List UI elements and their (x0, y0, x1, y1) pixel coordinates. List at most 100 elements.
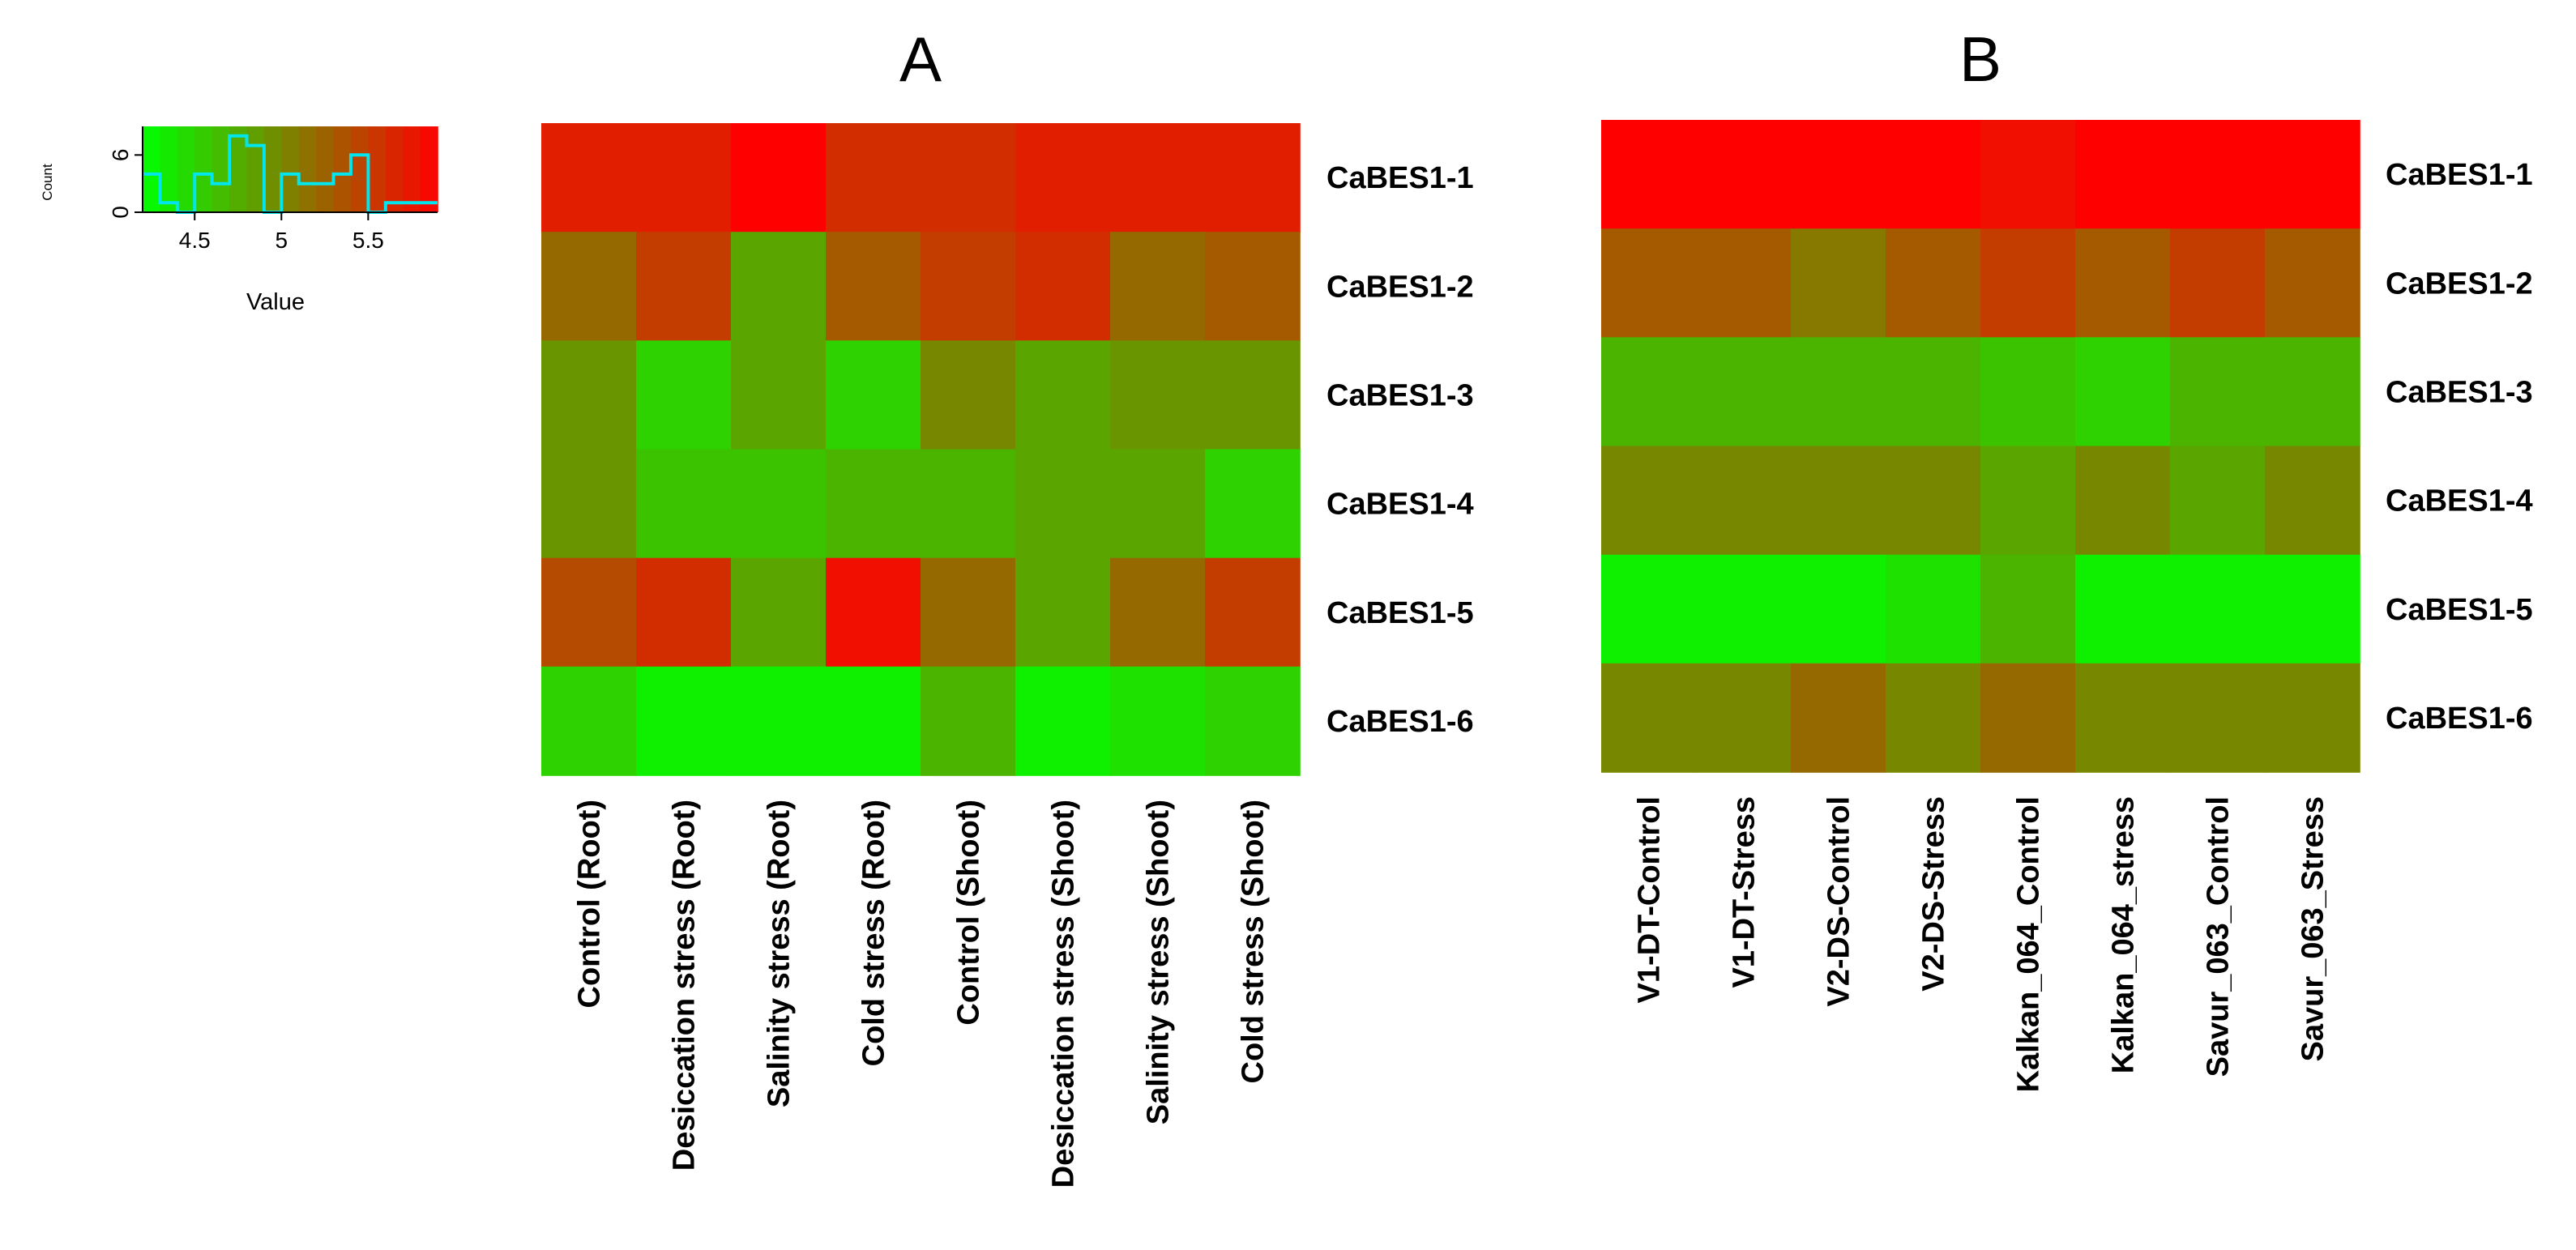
heatmap-b-cell (2170, 663, 2266, 773)
heatmap-b-cell (1886, 120, 1981, 229)
heatmap-a-cell (921, 232, 1016, 341)
heatmap-b-cell (1601, 446, 1697, 556)
column-label: Salinity stress (Shoot) (1142, 800, 1176, 1124)
heatmap-b-cell (1980, 228, 2076, 338)
heatmap-b-cell (2170, 555, 2266, 664)
heatmap-b-cell (2075, 446, 2171, 556)
x-tick-label: 5.5 (352, 228, 384, 253)
heatmap-a-cell (1015, 340, 1111, 450)
heatmap-b-cell (1791, 120, 1886, 229)
heatmap-a-cell (826, 558, 921, 668)
heatmap-a-cell (541, 232, 637, 341)
heatmap-b-cell (2075, 228, 2171, 338)
heatmap-a-cell (541, 450, 637, 559)
heatmap-b-cell (2170, 446, 2266, 556)
heatmap-b-cell (1886, 663, 1981, 773)
heatmap-b-cell (2265, 228, 2360, 338)
heatmap-b-cell (2075, 120, 2171, 229)
heatmap-b-cell (1791, 228, 1886, 338)
heatmap-b-cell (2265, 120, 2360, 229)
color-key-y-label: Count (40, 164, 55, 201)
heatmap-a-cell (1205, 558, 1301, 668)
row-label: CaBES1-3 (2386, 375, 2533, 409)
column-label: Savur_063_Control (2202, 796, 2236, 1077)
color-key-swatch (281, 126, 299, 212)
color-key-swatch (299, 126, 317, 212)
heatmap-b-cell (1601, 555, 1697, 664)
heatmap-a-cell (1205, 232, 1301, 341)
heatmap-b-cell (1791, 663, 1886, 773)
heatmap-b-cell (1601, 337, 1697, 446)
heatmap-a-cell (731, 232, 827, 341)
color-key-swatch (194, 126, 212, 212)
heatmap-a-cell (636, 340, 732, 450)
heatmap-a-cell (826, 450, 921, 559)
heatmap-b-cell (2265, 663, 2360, 773)
heatmap-b-cell (1886, 555, 1981, 664)
row-label: CaBES1-2 (2386, 267, 2533, 301)
heatmap-b-cell (2265, 446, 2360, 556)
heatmap-a-cell (541, 340, 637, 450)
panel-title-b: B (1959, 23, 2001, 95)
panel-title-a: A (899, 23, 942, 95)
heatmap-a-cell (1205, 667, 1301, 776)
heatmap-a-cell (1015, 667, 1111, 776)
row-label: CaBES1-6 (2386, 702, 2533, 736)
color-key-swatch (421, 126, 438, 212)
row-label: CaBES1-3 (1326, 378, 1474, 412)
heatmap-a-cell (731, 450, 827, 559)
column-label: V2-DS-Stress (1917, 796, 1951, 992)
heatmap-a-cell (1110, 558, 1206, 668)
column-label: Control (Root) (573, 800, 607, 1008)
heatmap-b-cell (2075, 555, 2171, 664)
color-key-swatch (334, 126, 352, 212)
heatmap-a-cells (541, 123, 1301, 776)
heatmap-b-cell (1696, 555, 1792, 664)
heatmap-a-cell (731, 340, 827, 450)
color-key-swatch (264, 126, 282, 212)
heatmap-b-cell (1601, 663, 1697, 773)
heatmap-b-cell (1980, 555, 2076, 664)
heatmap-b-cell (1791, 446, 1886, 556)
heatmap-a-cell (636, 450, 732, 559)
heatmap-b-cell (1791, 337, 1886, 446)
heatmap-b-cell (1696, 120, 1792, 229)
heatmap-a-cell (541, 123, 637, 233)
heatmap-a-cell (921, 450, 1016, 559)
column-label: Desiccation stress (Shoot) (1047, 800, 1081, 1188)
heatmap-a-cell (636, 558, 732, 668)
row-label: CaBES1-1 (1326, 161, 1474, 195)
heatmap-b-cell (1980, 446, 2076, 556)
heatmap-a-cell (636, 123, 732, 233)
heatmap-a-cell (1205, 123, 1301, 233)
column-label: Kalkan_064_Control (2012, 796, 2046, 1092)
color-key-swatch (143, 126, 160, 212)
heatmap-a-cell (921, 667, 1016, 776)
color-key-x-label: Value (246, 289, 305, 315)
column-label: Savur_063_Stress (2296, 796, 2330, 1061)
heatmap-a-cell (1015, 232, 1111, 341)
heatmap-a-cell (636, 667, 732, 776)
y-tick-label: 6 (108, 149, 133, 162)
color-key-swatch (386, 126, 404, 212)
color-key-swatch (316, 126, 334, 212)
heatmap-b-cell (2265, 337, 2360, 446)
heatmap-a-cell (541, 667, 637, 776)
column-label: Desiccation stress (Root) (668, 800, 702, 1171)
heatmap-b-cell (1601, 228, 1697, 338)
heatmap-a-cell (1110, 450, 1206, 559)
heatmap-a-cell (1015, 123, 1111, 233)
row-label: CaBES1-2 (1326, 270, 1474, 304)
heatmap-a-cell (1015, 558, 1111, 668)
heatmap-a-cell (1205, 340, 1301, 450)
color-key-swatch (403, 126, 421, 212)
heatmap-a-cell (826, 123, 921, 233)
heatmap-a-cell (1015, 450, 1111, 559)
color-key-swatch (351, 126, 369, 212)
heatmap-a-cell (636, 232, 732, 341)
row-label: CaBES1-1 (2386, 158, 2533, 192)
color-key-swatch (368, 126, 386, 212)
color-key-swatch (160, 126, 177, 212)
heatmap-b-cell (1696, 446, 1792, 556)
heatmap-b-cell (2170, 337, 2266, 446)
